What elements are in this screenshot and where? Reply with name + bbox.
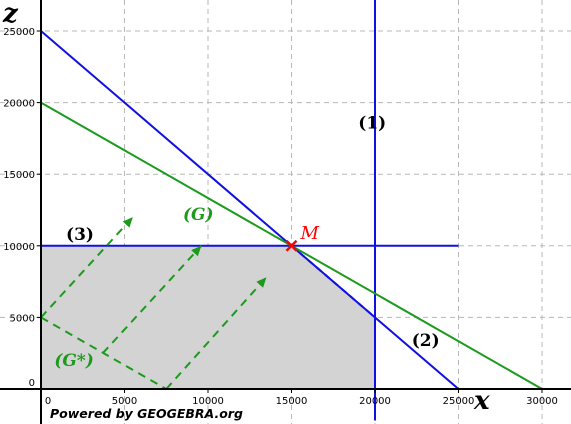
shift-arrow-head	[191, 245, 202, 257]
label-g: (G)	[183, 205, 214, 225]
optimum-marker	[285, 239, 298, 252]
label-2: (2)	[412, 331, 440, 351]
feasible-region	[41, 245, 375, 389]
region-boundary-dashed	[290, 245, 376, 389]
y-tick-label: 10000	[3, 242, 35, 253]
y-tick-label: 15000	[3, 170, 35, 181]
y-tick-label: 20000	[3, 99, 35, 110]
x-tick-label: 5000	[112, 396, 137, 407]
x-tick-label: 30000	[526, 396, 558, 407]
annotations-layer: (1) (2) (3) (G) (G*) M	[54, 113, 439, 371]
feasible-region-layer	[41, 245, 375, 389]
shift-arrow-head	[122, 217, 133, 228]
x-tick-label: 20000	[359, 396, 391, 407]
y-tick-label: 5000	[10, 313, 35, 324]
x-tick-label: 25000	[443, 396, 475, 407]
tick-labels: 0 5000 10000 15000 20000 25000 30000 0 5000 10000…	[3, 27, 558, 407]
x-axis-title: x	[473, 386, 490, 416]
line-2	[40, 30, 460, 390]
footer-credit: Powered by GEOGEBRA.org	[50, 406, 243, 421]
shift-arrow-shaft	[102, 245, 203, 354]
x-tick-label: 10000	[192, 396, 224, 407]
shift-arrow-head	[256, 277, 267, 288]
y-tick-label: 0	[29, 378, 35, 389]
label-g: (G*)	[54, 351, 94, 371]
label-1: (1)	[358, 113, 386, 133]
shift-arrow-shaft	[40, 216, 134, 319]
y-axis-title: z	[2, 0, 19, 29]
x-tick-label: 15000	[276, 396, 308, 407]
shift-arrow-shaft	[165, 276, 268, 390]
label-3: (3)	[66, 225, 94, 245]
y-tick-label: 25000	[3, 27, 35, 38]
optimum-label: M	[300, 223, 320, 244]
constraint-lines-layer	[40, 0, 543, 421]
x-tick-label: 0	[45, 396, 51, 407]
